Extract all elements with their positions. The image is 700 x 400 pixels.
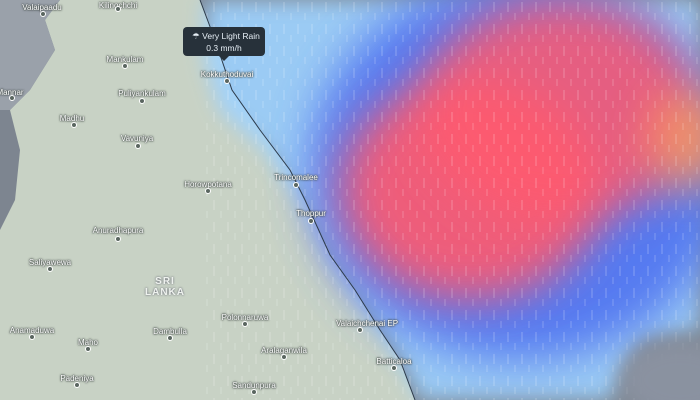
rain-tooltip: ☂ Very Light Rain 0.3 mm/h	[183, 27, 265, 61]
place-marker	[47, 266, 53, 272]
place-marker	[115, 6, 121, 12]
rain-condition: Very Light Rain	[202, 31, 260, 41]
place-marker	[74, 382, 80, 388]
place-marker	[167, 335, 173, 341]
place-label[interactable]: Sandunpura	[232, 381, 276, 390]
place-label[interactable]: Polonnaruwa	[221, 313, 269, 322]
place-label[interactable]: Trincomalee	[274, 173, 318, 182]
place-marker	[115, 236, 121, 242]
place-marker	[242, 321, 248, 327]
place-label[interactable]: Dambulla	[153, 327, 187, 336]
place-label[interactable]: Valaichchenai EP	[335, 319, 399, 328]
place-label[interactable]: Batticaloa	[376, 357, 412, 366]
place-label[interactable]: Mankulam	[106, 55, 144, 64]
place-marker	[135, 143, 141, 149]
radar-layer	[205, 0, 700, 400]
place-label[interactable]: Maho	[77, 338, 99, 347]
place-label[interactable]: Anuradhapura	[92, 226, 144, 235]
place-label[interactable]: Aralaganwila	[261, 346, 307, 355]
place-label[interactable]: Horowpotana	[184, 180, 232, 189]
place-marker	[205, 188, 211, 194]
place-label[interactable]: Kilinochchi	[99, 1, 137, 10]
rain-rate: 0.3 mm/h	[206, 43, 242, 53]
place-marker	[139, 98, 145, 104]
place-label[interactable]: Puliyankulam	[118, 89, 166, 98]
place-label[interactable]: Madhu	[59, 114, 85, 123]
place-marker	[281, 354, 287, 360]
place-marker	[357, 327, 363, 333]
place-marker	[391, 365, 397, 371]
place-marker	[251, 389, 257, 395]
place-label[interactable]: Vavuniya	[120, 134, 154, 143]
place-label[interactable]: Saliyawewa	[28, 258, 72, 267]
place-marker	[71, 122, 77, 128]
place-marker	[40, 11, 46, 17]
place-marker	[122, 63, 128, 69]
place-marker	[308, 218, 314, 224]
country-label: SRI LANKA	[145, 276, 185, 298]
place-marker	[293, 182, 299, 188]
place-label[interactable]: Anamaduwa	[9, 326, 55, 335]
rain-cloud-icon: ☂	[192, 31, 200, 41]
place-marker	[85, 346, 91, 352]
place-marker	[29, 334, 35, 340]
place-label[interactable]: Padeniya	[60, 374, 94, 383]
place-label[interactable]: Kokkuthoduvai	[200, 70, 254, 79]
place-marker	[224, 78, 230, 84]
place-label[interactable]: Valaipaadu	[22, 3, 62, 12]
place-marker	[9, 95, 15, 101]
place-label[interactable]: Mannar	[0, 88, 24, 97]
place-label[interactable]: Thoppur	[296, 209, 326, 218]
